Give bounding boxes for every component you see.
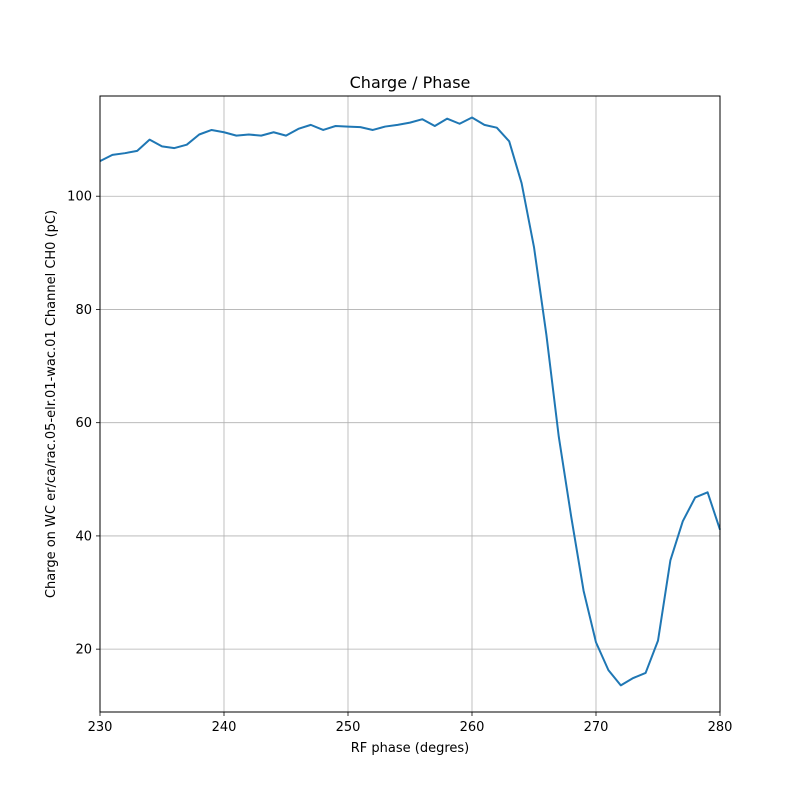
y-tick-label: 60 (75, 416, 92, 431)
series-line (99, 116, 721, 687)
y-tick-label: 40 (75, 529, 92, 544)
x-tick-label: 270 (584, 720, 609, 735)
series-layer (99, 116, 721, 687)
x-tick-label: 250 (336, 720, 361, 735)
y-tick-label: 80 (75, 303, 92, 318)
y-tick-label: 20 (75, 643, 92, 658)
x-tick-label: 230 (88, 720, 113, 735)
grid (100, 96, 720, 712)
x-axis: 230 240 250 260 270 280 (88, 712, 733, 735)
x-tick-label: 280 (708, 720, 733, 735)
x-tick-label: 260 (460, 720, 485, 735)
y-axis-title: Charge on WC er/ca/rac.05-elr.01-wac.01 … (44, 210, 59, 598)
plot-frame (99, 95, 721, 713)
x-axis-title: RF phase (degres) (351, 741, 469, 756)
y-tick-label: 100 (67, 190, 92, 205)
y-axis: 20 40 60 80 100 (67, 190, 100, 658)
x-tick-label: 240 (212, 720, 237, 735)
chart-title: Charge / Phase (350, 73, 471, 92)
